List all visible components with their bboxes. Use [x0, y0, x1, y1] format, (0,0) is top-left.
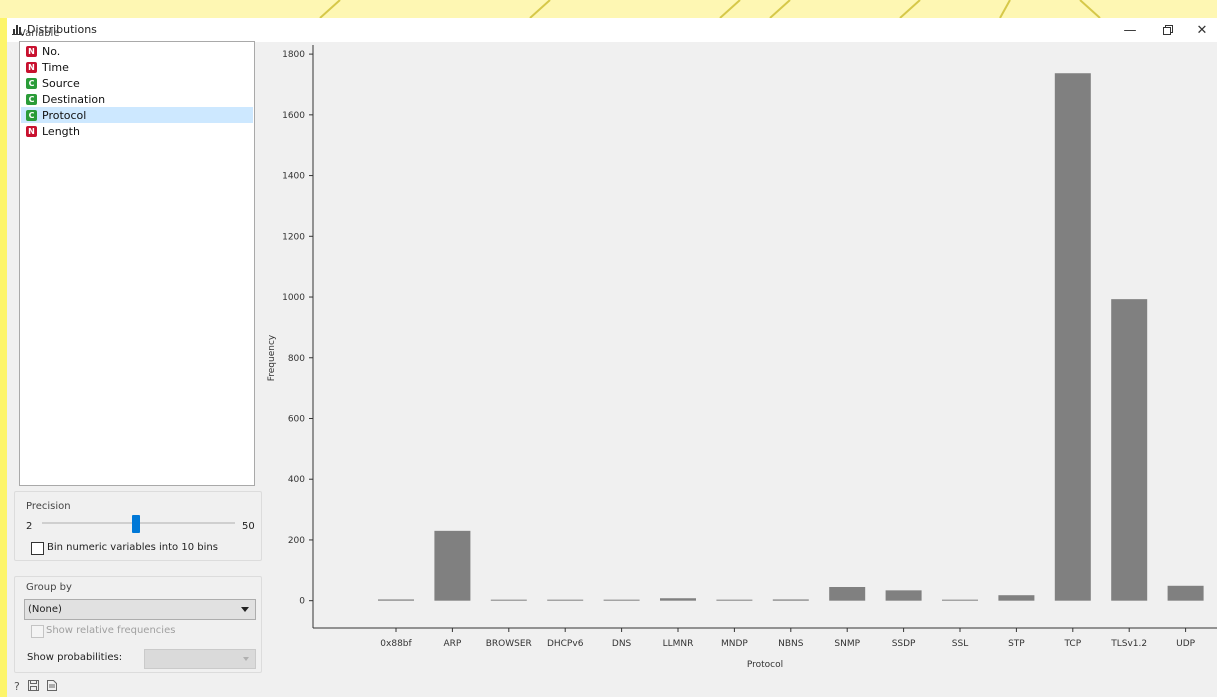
variable-name: Destination: [42, 92, 106, 106]
variable-name: Length: [42, 124, 80, 138]
desktop-decoration: [319, 0, 1101, 18]
variable-item-no[interactable]: N No.: [21, 43, 253, 59]
variable-name: Protocol: [42, 108, 87, 122]
y-tick-label: 1600: [282, 111, 305, 121]
bar-mndp: [716, 599, 753, 601]
bar-tcp: [1054, 73, 1091, 601]
variable-item-length[interactable]: N Length: [21, 123, 253, 139]
x-tick-label: SSL: [952, 639, 968, 649]
variable-name: No.: [42, 44, 61, 58]
bottom-toolbar: ?: [14, 680, 57, 693]
x-tick-label: DHCPv6: [547, 639, 584, 649]
minimize-icon: —: [1123, 22, 1137, 38]
relative-frequencies-checkbox[interactable]: [31, 625, 44, 638]
bar-nbns: [772, 599, 809, 601]
bar-ssl: [942, 599, 978, 601]
slider-max-label: 50: [242, 521, 255, 532]
slider-min-label: 2: [26, 521, 33, 532]
x-tick-label: NBNS: [778, 639, 804, 649]
group-by-label: Group by: [26, 582, 72, 593]
x-tick-label: TLSv1.2: [1110, 639, 1147, 649]
categorical-type-icon: C: [26, 93, 37, 105]
window-title: Distributions: [27, 23, 97, 36]
bar-stp: [998, 595, 1035, 601]
minimize-button[interactable]: —: [1111, 18, 1149, 42]
y-tick-label: 800: [288, 354, 305, 364]
x-tick-label: TCP: [1063, 639, 1081, 649]
x-axis-label: Protocol: [747, 660, 783, 670]
variable-item-time[interactable]: N Time: [21, 59, 253, 75]
desktop-top-band: [0, 0, 1217, 18]
restore-button[interactable]: [1149, 18, 1187, 42]
restore-icon: [1162, 24, 1173, 35]
x-tick-label: SSDP: [892, 639, 916, 649]
bar-arp: [434, 530, 471, 601]
precision-group: [14, 491, 262, 561]
y-tick-label: 200: [288, 536, 305, 546]
bar-dhcpv6: [547, 599, 584, 601]
y-tick-label: 400: [288, 475, 305, 485]
bar-browser: [490, 599, 527, 601]
bar-ssdp: [885, 590, 922, 601]
title-bar[interactable]: Distributions — ✕: [7, 18, 1217, 42]
y-tick-label: 1800: [282, 50, 305, 60]
y-tick-label: 1200: [282, 232, 305, 242]
numeric-type-icon: N: [26, 61, 37, 73]
show-probabilities-label: Show probabilities:: [27, 652, 123, 663]
bar-dns: [603, 599, 640, 601]
variable-item-destination[interactable]: C Destination: [21, 91, 253, 107]
close-icon: ✕: [1196, 22, 1208, 38]
group-by-group: [14, 576, 262, 673]
variable-name: Time: [42, 60, 69, 74]
show-probabilities-select[interactable]: [144, 649, 256, 669]
precision-slider-handle[interactable]: [132, 515, 140, 533]
help-icon[interactable]: ?: [14, 680, 20, 693]
x-tick-label: UDP: [1176, 639, 1196, 649]
x-tick-label: SNMP: [834, 639, 860, 649]
variable-item-source[interactable]: C Source: [21, 75, 253, 91]
report-icon[interactable]: [46, 680, 57, 691]
x-tick-label: 0x88bf: [380, 639, 412, 649]
group-by-select[interactable]: (None): [24, 599, 256, 620]
y-tick-label: 0: [299, 597, 305, 607]
x-tick-label: ARP: [443, 639, 461, 649]
x-tick-label: BROWSER: [486, 639, 532, 649]
relative-frequencies-label: Show relative frequencies: [46, 625, 176, 636]
categorical-type-icon: C: [26, 109, 37, 121]
variable-list[interactable]: N No. N Time C Source C Destination C Protocol N Le…: [19, 41, 255, 486]
bar-0x88bf: [378, 599, 414, 601]
bar-udp: [1167, 585, 1204, 601]
categorical-type-icon: C: [26, 77, 37, 89]
x-tick-label: MNDP: [721, 639, 748, 649]
group-by-value: (None): [28, 604, 62, 615]
y-tick-label: 1400: [282, 172, 305, 182]
bin-numeric-label: Bin numeric variables into 10 bins: [47, 542, 218, 553]
bar-llmnr: [660, 598, 696, 601]
x-tick-label: LLMNR: [663, 639, 694, 649]
y-axis-label: Frequency: [267, 334, 277, 381]
variable-label: Variable: [19, 28, 60, 39]
chevron-down-icon: [243, 657, 249, 661]
y-tick-label: 1000: [282, 293, 305, 303]
x-tick-label: STP: [1008, 639, 1025, 649]
variable-name: Source: [42, 76, 80, 90]
numeric-type-icon: N: [26, 45, 37, 57]
precision-label: Precision: [26, 501, 71, 512]
bar-snmp: [829, 587, 866, 601]
numeric-type-icon: N: [26, 125, 37, 137]
save-icon[interactable]: [27, 680, 39, 691]
chevron-down-icon: [241, 607, 249, 612]
bin-numeric-checkbox[interactable]: [31, 542, 44, 555]
close-button[interactable]: ✕: [1183, 18, 1217, 42]
distribution-chart: 0 200 400 600 800 1000 1200 1400 1600 1800 0x88bf A…: [267, 45, 1217, 670]
x-tick-label: DNS: [612, 639, 632, 649]
histogram-icon: [12, 25, 24, 35]
bar-tlsv12: [1111, 299, 1148, 601]
y-tick-label: 600: [288, 414, 305, 424]
variable-item-protocol[interactable]: C Protocol: [21, 107, 253, 123]
